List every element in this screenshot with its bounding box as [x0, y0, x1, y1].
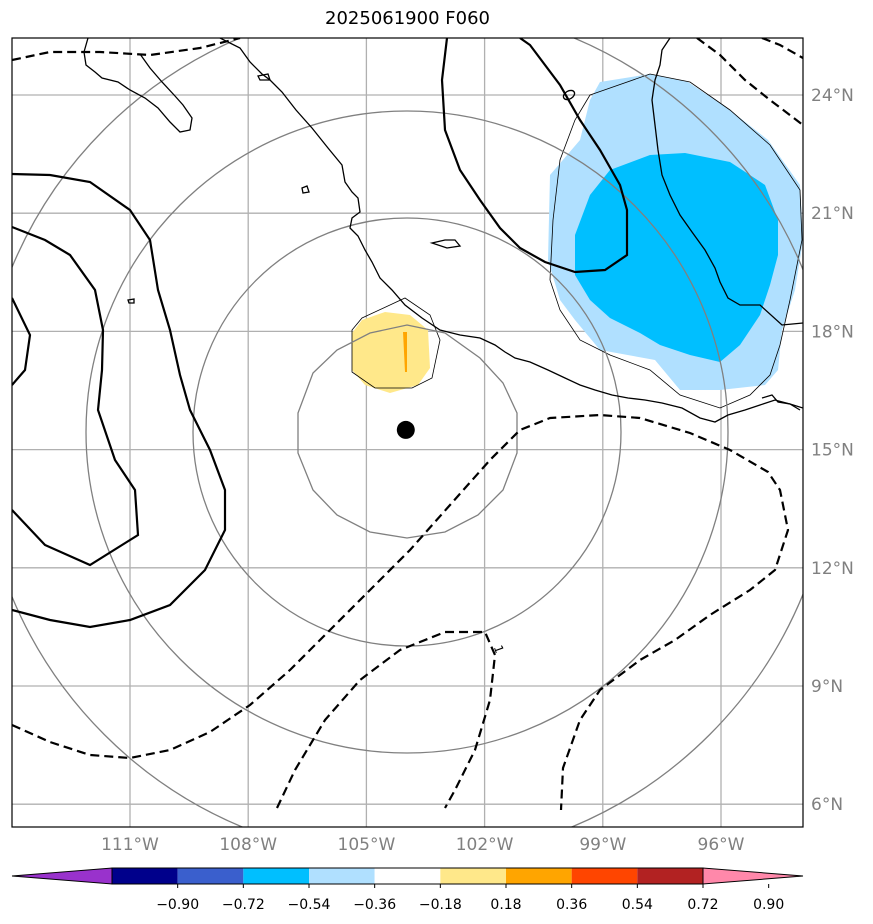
latitude-label: 18°N — [811, 322, 854, 342]
coastlines — [83, 38, 803, 423]
colorbar-segment — [177, 868, 244, 884]
coastline-mainland — [219, 38, 803, 423]
dashed-contour-north — [12, 38, 241, 62]
range-ring-3 — [85, 110, 729, 754]
colorbar-tick-label: −0.90 — [156, 897, 199, 913]
colorbar-tick-label: −0.54 — [288, 897, 331, 913]
contour-label: 1 — [491, 643, 507, 655]
dashed-contour-south — [276, 630, 497, 809]
colorbar-tick-label: −0.72 — [222, 897, 265, 913]
colorbar-segment — [637, 868, 703, 884]
latitude-label: 6°N — [811, 795, 843, 815]
colorbar-segment — [309, 868, 375, 884]
range-rings — [12, 38, 803, 827]
colorbar: −0.90 −0.72 −0.54 −0.36 −0.18 0.18 0.36 0.54 0.7… — [11, 867, 804, 913]
storm-center-marker — [396, 420, 415, 439]
colorbar-segment — [571, 868, 638, 884]
island-4 — [562, 89, 576, 101]
colorbar-segment — [506, 868, 572, 884]
longitude-label: 102°W — [456, 835, 514, 855]
range-ring-1 — [297, 324, 518, 539]
solid-contours — [12, 38, 629, 629]
colorbar-tick-label: 0.18 — [490, 897, 521, 913]
latitude-labels: 24°N 21°N 18°N 15°N 12°N 9°N 6°N — [811, 86, 854, 815]
range-ring-2 — [192, 217, 622, 647]
latitude-label: 12°N — [811, 559, 854, 579]
map-area — [12, 38, 803, 827]
dashed-contour-northeast-2 — [761, 38, 803, 59]
coastline-yucatan — [761, 394, 801, 411]
colorbar-segment — [440, 868, 506, 884]
colorbar-segment — [243, 868, 309, 884]
colorbar-segment — [112, 868, 178, 884]
colorbar-extend-low — [11, 867, 113, 885]
dashed-contour-main — [12, 413, 790, 811]
longitude-label: 96°W — [698, 835, 745, 855]
map-title: 2025061900 F060 — [325, 8, 490, 29]
coastline-baja-california — [83, 38, 193, 133]
colorbar-tick-label: −0.36 — [353, 897, 396, 913]
latitude-label: 15°N — [811, 441, 854, 461]
colorbar-tick-label: −0.18 — [419, 897, 462, 913]
longitude-labels: 111°W 108°W 105°W 102°W 99°W 96°W — [101, 835, 745, 855]
island-5 — [257, 73, 271, 81]
island-1 — [301, 185, 310, 194]
negative-field-outline — [549, 73, 803, 409]
latitude-label: 21°N — [811, 204, 854, 224]
latitude-label: 24°N — [811, 86, 854, 106]
latitude-label: 9°N — [811, 677, 843, 697]
colorbar-tick-label: 0.90 — [753, 897, 784, 913]
colorbar-tick-label: 0.36 — [556, 897, 587, 913]
dashed-contours — [12, 38, 803, 811]
solid-contour-east — [440, 38, 629, 274]
longitude-label: 111°W — [101, 835, 159, 855]
colorbar-tick-label: 0.54 — [622, 897, 653, 913]
longitude-label: 99°W — [579, 835, 626, 855]
dashed-contour-northeast-1 — [696, 38, 803, 126]
longitude-label: 105°W — [338, 835, 396, 855]
solid-contour-west-inner — [12, 225, 140, 567]
colorbar-frame — [111, 867, 704, 885]
solid-contour-west-outer — [12, 172, 227, 629]
map-frame — [11, 37, 804, 828]
positive-field-orange — [403, 332, 407, 372]
solid-contour-west-edge — [12, 297, 32, 386]
longitude-label: 108°W — [219, 835, 277, 855]
island-2 — [127, 298, 135, 304]
colorbar-extend-high — [702, 867, 804, 885]
positive-field-yellow — [352, 312, 430, 393]
coastline-gulf-of-mexico — [651, 38, 803, 326]
colorbar-segment — [374, 868, 441, 884]
positive-field-outline — [351, 297, 441, 389]
colorbar-tick-label: 0.72 — [687, 897, 718, 913]
island-3 — [429, 239, 462, 249]
